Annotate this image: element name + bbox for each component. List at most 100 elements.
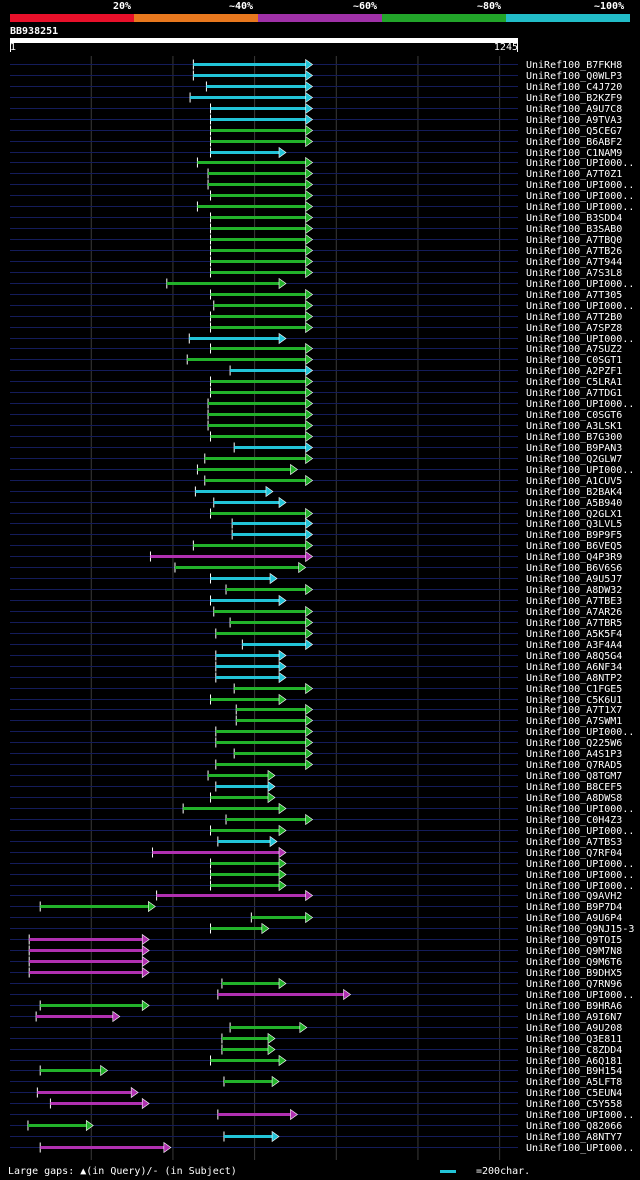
- hit-label[interactable]: UniRef100_B8CEF5: [526, 782, 622, 793]
- hit-label[interactable]: UniRef100_B2BAK4: [526, 487, 622, 498]
- hit-label[interactable]: UniRef100_Q2GLX1: [526, 509, 622, 520]
- hit-label[interactable]: UniRef100_C1NAM9: [526, 148, 622, 159]
- hit-label[interactable]: UniRef100_UPI000..: [526, 1110, 634, 1121]
- hit-label[interactable]: UniRef100_B7FKH8: [526, 60, 622, 71]
- hit-label[interactable]: UniRef100_UPI000..: [526, 334, 634, 345]
- hit-label[interactable]: UniRef100_C1FGE5: [526, 684, 622, 695]
- hit-label[interactable]: UniRef100_A7SPZ8: [526, 323, 622, 334]
- hit-label[interactable]: UniRef100_UPI000..: [526, 279, 634, 290]
- hit-label[interactable]: UniRef100_UPI000..: [526, 870, 634, 881]
- hit-label[interactable]: UniRef100_B3SDD4: [526, 213, 622, 224]
- hit-label[interactable]: UniRef100_B9DHX5: [526, 968, 622, 979]
- hit-label[interactable]: UniRef100_A7TBS3: [526, 837, 622, 848]
- hit-label[interactable]: UniRef100_Q7RN96: [526, 979, 622, 990]
- hit-label[interactable]: UniRef100_A7S3L8: [526, 268, 622, 279]
- hit-label[interactable]: UniRef100_C5EUN4: [526, 1088, 622, 1099]
- hit-label[interactable]: UniRef100_A4S1P3: [526, 749, 622, 760]
- hit-label[interactable]: UniRef100_A7SUZ2: [526, 344, 622, 355]
- hit-label[interactable]: UniRef100_C8ZDD4: [526, 1045, 622, 1056]
- hit-label[interactable]: UniRef100_B9H154: [526, 1066, 622, 1077]
- hit-label[interactable]: UniRef100_Q2GLW7: [526, 454, 622, 465]
- hit-label[interactable]: UniRef100_A7T1X7: [526, 705, 622, 716]
- hit-label[interactable]: UniRef100_A5K5F4: [526, 629, 622, 640]
- hit-label[interactable]: UniRef100_C5LRA1: [526, 377, 622, 388]
- hit-label[interactable]: UniRef100_A7TB26: [526, 246, 622, 257]
- hit-label[interactable]: UniRef100_UPI000..: [526, 859, 634, 870]
- hit-label[interactable]: UniRef100_UPI000..: [526, 727, 634, 738]
- hit-label[interactable]: UniRef100_Q7RAD5: [526, 760, 622, 771]
- hit-label[interactable]: UniRef100_UPI000..: [526, 881, 634, 892]
- hit-label[interactable]: UniRef100_UPI000..: [526, 202, 634, 213]
- hit-label[interactable]: UniRef100_A9U7C8: [526, 104, 622, 115]
- hit-label[interactable]: UniRef100_A5LFT8: [526, 1077, 622, 1088]
- hit-label[interactable]: UniRef100_A8DW32: [526, 585, 622, 596]
- hit-label[interactable]: UniRef100_A6Q181: [526, 1056, 622, 1067]
- hit-label[interactable]: UniRef100_B6VEQ5: [526, 541, 622, 552]
- hit-label[interactable]: UniRef100_A5B940: [526, 498, 622, 509]
- hit-label[interactable]: UniRef100_B9HRA6: [526, 1001, 622, 1012]
- hit-label[interactable]: UniRef100_B6V6S6: [526, 563, 622, 574]
- hit-label[interactable]: UniRef100_UPI000..: [526, 1143, 634, 1154]
- hit-label[interactable]: UniRef100_A7T305: [526, 290, 622, 301]
- hit-label[interactable]: UniRef100_A1CUV5: [526, 476, 622, 487]
- hit-label[interactable]: UniRef100_A8Q5G4: [526, 651, 622, 662]
- hit-label[interactable]: UniRef100_C0H4Z3: [526, 815, 622, 826]
- hit-label[interactable]: UniRef100_B9PAN3: [526, 443, 622, 454]
- hit-label[interactable]: UniRef100_Q5CEG7: [526, 126, 622, 137]
- hit-label[interactable]: UniRef100_Q7RF04: [526, 848, 622, 859]
- hit-label[interactable]: UniRef100_UPI000..: [526, 465, 634, 476]
- hit-label[interactable]: UniRef100_A9I6N7: [526, 1012, 622, 1023]
- hit-label[interactable]: UniRef100_Q9NJ15-3: [526, 924, 634, 935]
- hit-label[interactable]: UniRef100_A9TVA3: [526, 115, 622, 126]
- hit-label[interactable]: UniRef100_UPI000..: [526, 399, 634, 410]
- hit-label[interactable]: UniRef100_C0SGT1: [526, 355, 622, 366]
- hit-label[interactable]: UniRef100_A7T944: [526, 257, 622, 268]
- hit-label[interactable]: UniRef100_Q8TGM7: [526, 771, 622, 782]
- hit-label[interactable]: UniRef100_Q9M7N8: [526, 946, 622, 957]
- hit-label[interactable]: UniRef100_A9U5J7: [526, 574, 622, 585]
- hit-label[interactable]: UniRef100_B9P7D4: [526, 902, 622, 913]
- hit-label[interactable]: UniRef100_UPI000..: [526, 191, 634, 202]
- hit-label[interactable]: UniRef100_Q9M6T6: [526, 957, 622, 968]
- hit-label[interactable]: UniRef100_A7TBR5: [526, 618, 622, 629]
- hit-label[interactable]: UniRef100_B7G300: [526, 432, 622, 443]
- hit-label[interactable]: UniRef100_A3LSK1: [526, 421, 622, 432]
- hit-label[interactable]: UniRef100_UPI000..: [526, 804, 634, 815]
- hit-label[interactable]: UniRef100_A7TBE3: [526, 596, 622, 607]
- hit-label[interactable]: UniRef100_A8NTY7: [526, 1132, 622, 1143]
- hit-label[interactable]: UniRef100_Q9TOI5: [526, 935, 622, 946]
- hit-label[interactable]: UniRef100_C0SGT6: [526, 410, 622, 421]
- hit-label[interactable]: UniRef100_A3F4A4: [526, 640, 622, 651]
- hit-label[interactable]: UniRef100_C4J720: [526, 82, 622, 93]
- hit-label[interactable]: UniRef100_A7TBQ0: [526, 235, 622, 246]
- hit-label[interactable]: UniRef100_C5K6U1: [526, 695, 622, 706]
- hit-label[interactable]: UniRef100_Q9AVH2: [526, 891, 622, 902]
- hit-label[interactable]: UniRef100_A7T0Z1: [526, 169, 622, 180]
- hit-label[interactable]: UniRef100_A2PZF1: [526, 366, 622, 377]
- hit-label[interactable]: UniRef100_A8DWS8: [526, 793, 622, 804]
- hit-label[interactable]: UniRef100_Q0WLP3: [526, 71, 622, 82]
- hit-label[interactable]: UniRef100_UPI000..: [526, 826, 634, 837]
- hit-label[interactable]: UniRef100_Q3LVL5: [526, 519, 622, 530]
- hit-label[interactable]: UniRef100_A7AR26: [526, 607, 622, 618]
- hit-label[interactable]: UniRef100_Q3E811: [526, 1034, 622, 1045]
- hit-label[interactable]: UniRef100_A6NF34: [526, 662, 622, 673]
- hit-label[interactable]: UniRef100_Q225W6: [526, 738, 622, 749]
- hit-label[interactable]: UniRef100_A7T2B0: [526, 312, 622, 323]
- hit-label[interactable]: UniRef100_UPI000..: [526, 180, 634, 191]
- hit-label[interactable]: UniRef100_B9P9F5: [526, 530, 622, 541]
- hit-label[interactable]: UniRef100_UPI000..: [526, 990, 634, 1001]
- hit-label[interactable]: UniRef100_C5Y558: [526, 1099, 622, 1110]
- hit-label[interactable]: UniRef100_A7TDG1: [526, 388, 622, 399]
- hit-label[interactable]: UniRef100_B6ABF2: [526, 137, 622, 148]
- hit-label[interactable]: UniRef100_A8NTP2: [526, 673, 622, 684]
- hit-label[interactable]: UniRef100_B2KZF9: [526, 93, 622, 104]
- hit-label[interactable]: UniRef100_A9U6P4: [526, 913, 622, 924]
- hit-label[interactable]: UniRef100_Q82066: [526, 1121, 622, 1132]
- hit-label[interactable]: UniRef100_Q4P3R9: [526, 552, 622, 563]
- hit-label[interactable]: UniRef100_A7SWM1: [526, 716, 622, 727]
- hit-label[interactable]: UniRef100_B3SAB0: [526, 224, 622, 235]
- hit-label[interactable]: UniRef100_UPI000..: [526, 158, 634, 169]
- hit-label[interactable]: UniRef100_UPI000..: [526, 301, 634, 312]
- hit-label[interactable]: UniRef100_A9U208: [526, 1023, 622, 1034]
